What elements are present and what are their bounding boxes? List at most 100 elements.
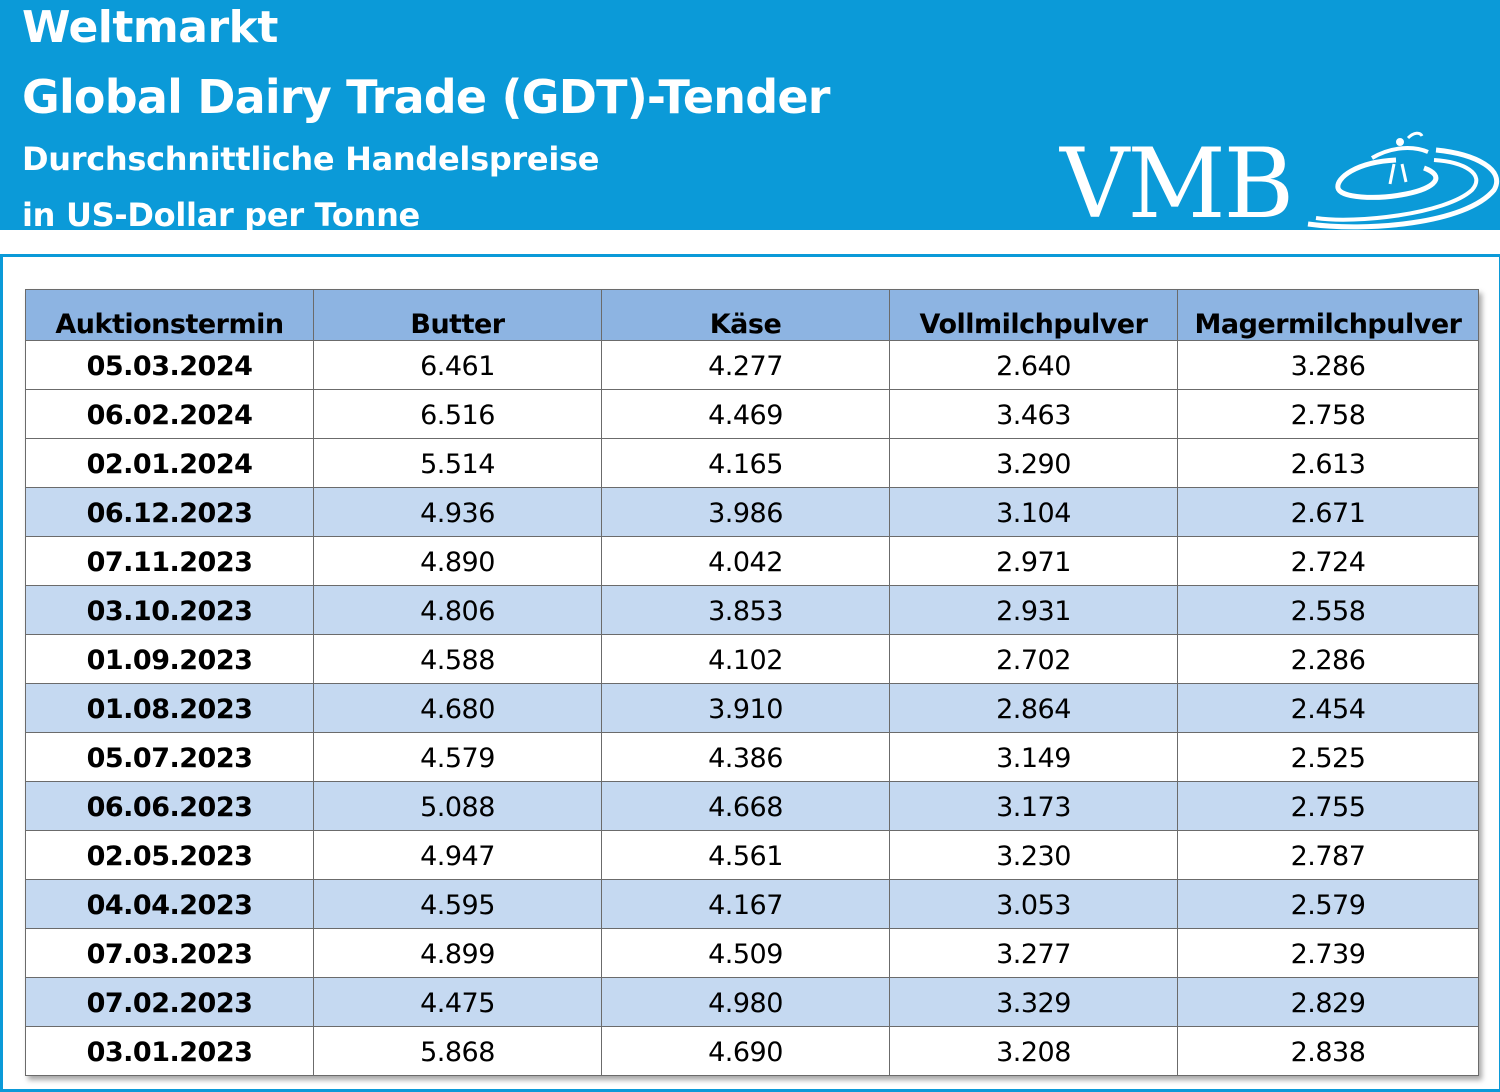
page-title: Global Dairy Trade (GDT)-Tender [22,70,830,124]
table-row: 07.11.2023 4.890 4.042 2.971 2.724 [25,536,1479,586]
cell-magermilchpulver: 2.579 [1177,879,1479,929]
cell-vollmilchpulver: 2.702 [889,634,1178,684]
cell-date: 05.07.2023 [25,732,314,782]
cell-kaese: 3.986 [601,487,890,537]
cell-butter: 4.588 [313,634,602,684]
table-panel: Auktionstermin Butter Käse Vollmilchpulv… [0,254,1500,1092]
cell-vollmilchpulver: 2.640 [889,340,1178,390]
table-row: 06.06.2023 5.088 4.668 3.173 2.755 [25,781,1479,831]
cell-date: 05.03.2024 [25,340,314,390]
cell-vollmilchpulver: 3.277 [889,928,1178,978]
table-header-row: Auktionstermin Butter Käse Vollmilchpulv… [25,289,1479,341]
cell-vollmilchpulver: 3.290 [889,438,1178,488]
table-row: 05.03.2024 6.461 4.277 2.640 3.286 [25,340,1479,390]
cell-vollmilchpulver: 3.208 [889,1026,1178,1076]
cell-butter: 4.595 [313,879,602,929]
cell-date: 07.03.2023 [25,928,314,978]
price-table: Auktionstermin Butter Käse Vollmilchpulv… [25,289,1479,1076]
cell-butter: 4.579 [313,732,602,782]
cell-magermilchpulver: 2.755 [1177,781,1479,831]
heading-weltmarkt: Weltmarkt [22,2,278,53]
cell-vollmilchpulver: 3.173 [889,781,1178,831]
cell-date: 06.02.2024 [25,389,314,439]
cell-magermilchpulver: 2.671 [1177,487,1479,537]
cell-butter: 4.890 [313,536,602,586]
logo-text: VMB [1060,128,1294,230]
column-header-auktionstermin: Auktionstermin [25,289,314,341]
cell-date: 01.09.2023 [25,634,314,684]
cell-kaese: 4.668 [601,781,890,831]
cell-butter: 6.516 [313,389,602,439]
cell-date: 03.10.2023 [25,585,314,635]
cell-kaese: 4.469 [601,389,890,439]
table-row: 05.07.2023 4.579 4.386 3.149 2.525 [25,732,1479,782]
cell-vollmilchpulver: 2.971 [889,536,1178,586]
cell-magermilchpulver: 2.558 [1177,585,1479,635]
table-row: 02.01.2024 5.514 4.165 3.290 2.613 [25,438,1479,488]
cell-kaese: 4.165 [601,438,890,488]
table-row: 07.03.2023 4.899 4.509 3.277 2.739 [25,928,1479,978]
cell-vollmilchpulver: 3.104 [889,487,1178,537]
cell-butter: 4.475 [313,977,602,1027]
column-header-magermilchpulver: Magermilchpulver [1177,289,1479,341]
logo-swirl-icon [1307,131,1499,230]
cell-magermilchpulver: 2.454 [1177,683,1479,733]
cell-magermilchpulver: 2.787 [1177,830,1479,880]
column-header-vollmilchpulver: Vollmilchpulver [889,289,1178,341]
table-row: 01.08.2023 4.680 3.910 2.864 2.454 [25,683,1479,733]
cell-vollmilchpulver: 2.864 [889,683,1178,733]
cell-kaese: 4.980 [601,977,890,1027]
cell-kaese: 4.042 [601,536,890,586]
table-row: 01.09.2023 4.588 4.102 2.702 2.286 [25,634,1479,684]
cell-kaese: 4.167 [601,879,890,929]
table-row: 02.05.2023 4.947 4.561 3.230 2.787 [25,830,1479,880]
cell-butter: 6.461 [313,340,602,390]
column-header-kaese: Käse [601,289,890,341]
cell-kaese: 3.910 [601,683,890,733]
cell-butter: 5.868 [313,1026,602,1076]
cell-date: 01.08.2023 [25,683,314,733]
cell-butter: 5.088 [313,781,602,831]
cell-vollmilchpulver: 3.149 [889,732,1178,782]
column-header-butter: Butter [313,289,602,341]
cell-butter: 4.680 [313,683,602,733]
cell-date: 07.02.2023 [25,977,314,1027]
cell-date: 06.06.2023 [25,781,314,831]
cell-vollmilchpulver: 3.053 [889,879,1178,929]
cell-kaese: 4.277 [601,340,890,390]
cell-magermilchpulver: 2.724 [1177,536,1479,586]
table-row: 06.12.2023 4.936 3.986 3.104 2.671 [25,487,1479,537]
cell-date: 02.01.2024 [25,438,314,488]
cell-butter: 4.899 [313,928,602,978]
cell-kaese: 3.853 [601,585,890,635]
subtitle: Durchschnittliche Handelspreise [22,140,600,178]
cell-vollmilchpulver: 3.463 [889,389,1178,439]
cell-date: 07.11.2023 [25,536,314,586]
cell-magermilchpulver: 2.758 [1177,389,1479,439]
vmb-logo: VMB [1060,128,1500,230]
cell-butter: 4.947 [313,830,602,880]
table-row: 03.01.2023 5.868 4.690 3.208 2.838 [25,1026,1479,1076]
cell-date: 04.04.2023 [25,879,314,929]
cell-magermilchpulver: 2.525 [1177,732,1479,782]
cell-vollmilchpulver: 2.931 [889,585,1178,635]
cell-magermilchpulver: 2.739 [1177,928,1479,978]
cell-magermilchpulver: 3.286 [1177,340,1479,390]
table-row: 04.04.2023 4.595 4.167 3.053 2.579 [25,879,1479,929]
cell-vollmilchpulver: 3.230 [889,830,1178,880]
cell-kaese: 4.690 [601,1026,890,1076]
cell-magermilchpulver: 2.829 [1177,977,1479,1027]
header-banner: Weltmarkt Global Dairy Trade (GDT)-Tende… [0,0,1500,230]
unit-subtitle: in US-Dollar per Tonne [22,196,420,230]
cell-vollmilchpulver: 3.329 [889,977,1178,1027]
table-row: 03.10.2023 4.806 3.853 2.931 2.558 [25,585,1479,635]
cell-magermilchpulver: 2.838 [1177,1026,1479,1076]
cell-kaese: 4.509 [601,928,890,978]
table-row: 06.02.2024 6.516 4.469 3.463 2.758 [25,389,1479,439]
cell-butter: 4.936 [313,487,602,537]
cell-butter: 5.514 [313,438,602,488]
cell-kaese: 4.102 [601,634,890,684]
cell-magermilchpulver: 2.613 [1177,438,1479,488]
cell-date: 03.01.2023 [25,1026,314,1076]
cell-date: 06.12.2023 [25,487,314,537]
